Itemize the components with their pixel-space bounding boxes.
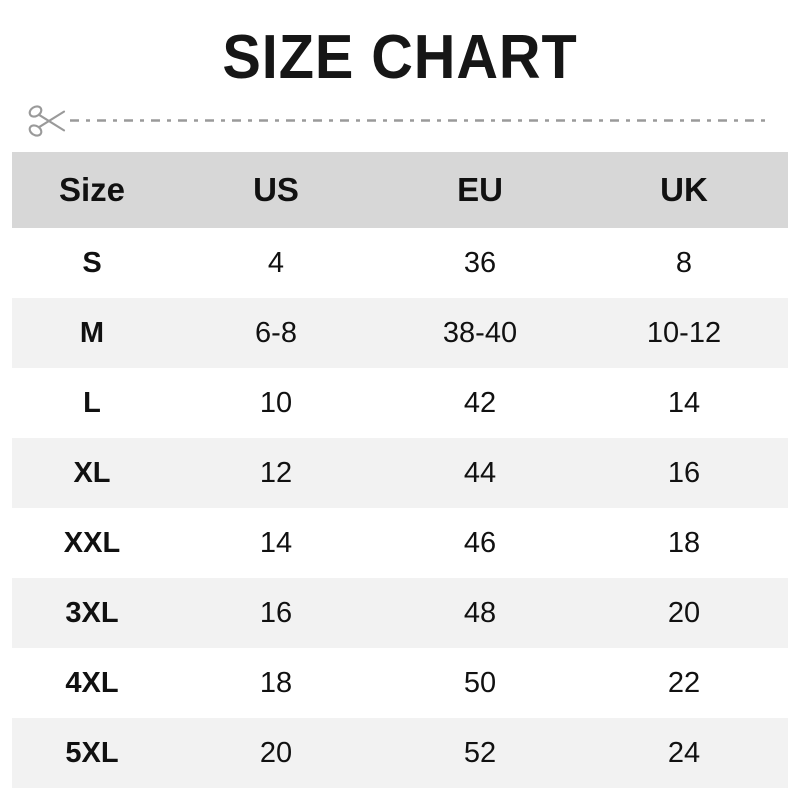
cell-uk: 10-12 [646, 316, 722, 349]
table-header: Size US EU UK [12, 152, 788, 228]
cell-us: 4 [267, 246, 285, 279]
cell-size: 5XL [65, 736, 119, 769]
table-row: 4XL 18 50 22 [12, 648, 788, 718]
table-row: M 6-8 38-40 10-12 [12, 298, 788, 368]
table-row: 3XL 16 48 20 [12, 578, 788, 648]
page-title: SIZE CHART [222, 23, 578, 92]
cell-eu: 46 [463, 526, 497, 559]
column-header-eu: EU [380, 152, 580, 228]
table-row: XXL 14 46 18 [12, 508, 788, 578]
cell-size: 4XL [65, 666, 119, 699]
cell-uk: 24 [667, 736, 701, 769]
table-body: S 4 36 8 M 6-8 38-40 10-12 L 10 42 14 XL… [12, 228, 788, 788]
column-header-size: Size [12, 152, 172, 228]
cell-us: 18 [259, 666, 293, 699]
cell-us: 6-8 [255, 316, 297, 349]
cell-size: S [82, 246, 102, 279]
cell-size: M [79, 316, 105, 349]
cell-eu: 38-40 [442, 316, 518, 349]
table-row: XL 12 44 16 [12, 438, 788, 508]
cell-uk: 20 [667, 596, 701, 629]
cell-eu: 44 [463, 456, 497, 489]
scissors-icon [24, 100, 72, 142]
cell-size: XL [73, 456, 111, 489]
cell-size: L [83, 386, 101, 419]
cell-uk: 14 [667, 386, 701, 419]
cell-eu: 42 [463, 386, 497, 419]
table-header-row: Size US EU UK [12, 152, 788, 228]
cut-line [24, 100, 776, 142]
cell-size: 3XL [65, 596, 119, 629]
cell-eu: 36 [463, 246, 497, 279]
table-row: L 10 42 14 [12, 368, 788, 438]
cell-uk: 16 [667, 456, 701, 489]
cell-us: 12 [259, 456, 293, 489]
cell-uk: 8 [675, 246, 693, 279]
table-row: S 4 36 8 [12, 228, 788, 298]
column-header-uk: UK [580, 152, 788, 228]
cell-us: 10 [259, 386, 293, 419]
cell-eu: 48 [463, 596, 497, 629]
dashed-cut-line [70, 119, 770, 122]
cell-uk: 22 [667, 666, 701, 699]
cell-eu: 52 [463, 736, 497, 769]
table-row: 5XL 20 52 24 [12, 718, 788, 788]
cell-size: XXL [63, 526, 121, 559]
cell-us: 16 [259, 596, 293, 629]
cell-us: 20 [259, 736, 293, 769]
cell-us: 14 [259, 526, 293, 559]
cell-uk: 18 [667, 526, 701, 559]
size-chart-table: Size US EU UK S 4 36 8 M 6-8 38-40 10-12… [12, 152, 788, 788]
column-header-us: US [172, 152, 380, 228]
cell-eu: 50 [463, 666, 497, 699]
